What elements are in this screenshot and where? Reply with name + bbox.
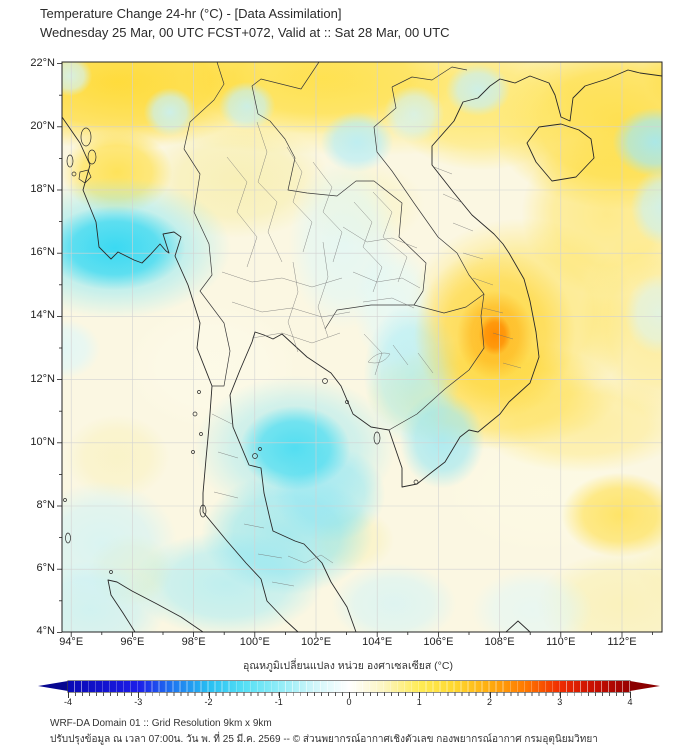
colorbar-tick-label: -1 xyxy=(274,697,283,707)
lat-label: 6°N xyxy=(36,562,55,575)
map-plot-area xyxy=(57,61,663,637)
colorbar-tick-label: 1 xyxy=(416,697,422,707)
colorbar-major-tick xyxy=(559,692,561,698)
colorbar-major-tick xyxy=(489,692,491,698)
colorbar-right-arrow xyxy=(630,681,660,691)
lat-label: 16°N xyxy=(30,246,55,259)
lat-label: 8°N xyxy=(36,499,55,511)
lon-label: 96°E xyxy=(120,636,145,648)
lon-label: 94°E xyxy=(59,636,84,648)
latitude-axis: 22°N 20°N 18°N 16°N 14°N 12°N 10°N 8°N 6°N 4°N xyxy=(0,57,58,638)
lat-label: 18°N xyxy=(30,183,55,195)
lat-label: 4°N xyxy=(36,625,55,638)
lon-label: 112°E xyxy=(607,636,637,648)
lat-label: 20°N xyxy=(30,119,55,132)
colorbar-tick-label: 4 xyxy=(627,697,633,707)
colorbar-major-tick xyxy=(419,692,421,698)
colorbar-tick-label: -4 xyxy=(63,697,73,707)
colorbar-major-tick xyxy=(68,692,69,698)
lon-label: 108°E xyxy=(484,636,515,648)
lon-label: 98°E xyxy=(181,636,206,648)
lat-label: 14°N xyxy=(30,309,55,322)
colorbar-tick-label: 0 xyxy=(346,697,352,707)
colorbar: -4 -3 -2 -1 0 1 2 3 4 xyxy=(38,679,660,709)
colorbar-major-tick xyxy=(630,692,631,698)
page-title: Temperature Change 24-hr (°C) - [Data As… xyxy=(40,6,342,21)
grid-lines xyxy=(62,62,662,632)
lon-label: 102°E xyxy=(300,636,332,648)
footer-domain-info: WRF-DA Domain 01 :: Grid Resolution 9km … xyxy=(50,718,272,729)
temperature-field xyxy=(62,62,662,632)
province-borders xyxy=(211,121,522,587)
country-borders xyxy=(183,61,485,431)
colorbar-tick-label: -3 xyxy=(134,697,143,707)
lon-label: 104°E xyxy=(362,636,393,648)
colorbar-label: อุณหภูมิเปลี่ยนแปลง หน่วย องศาเซลเซียส (… xyxy=(243,660,453,672)
lat-label: 22°N xyxy=(30,56,55,69)
colorbar-left-arrow xyxy=(38,681,68,691)
longitude-axis: 94°E 96°E 98°E 100°E 102°E 104°E 106°E 108°E 110… xyxy=(59,636,662,652)
lon-label: 100°E xyxy=(239,636,270,648)
colorbar-segments xyxy=(68,681,630,692)
map-frame xyxy=(61,61,663,633)
lat-label: 12°N xyxy=(30,372,55,385)
lat-label: 10°N xyxy=(30,435,55,448)
footer-agency-info: ปรับปรุงข้อมูล ณ เวลา 07:00น. วัน พ. ที่… xyxy=(50,734,598,745)
lon-label: 110°E xyxy=(546,636,576,648)
colorbar-major-tick xyxy=(278,692,280,698)
colorbar-major-tick xyxy=(138,692,140,698)
page-subtitle: Wednesday 25 Mar, 00 UTC FCST+072, Valid… xyxy=(40,25,450,40)
colorbar-tick-label: 3 xyxy=(557,697,563,707)
colorbar-major-tick xyxy=(208,692,210,698)
map-geography-svg xyxy=(57,61,663,637)
colorbar-major-tick xyxy=(349,692,350,698)
colorbar-tick-label: -2 xyxy=(204,697,213,707)
coastline xyxy=(61,69,663,633)
axis-ticks xyxy=(57,63,653,637)
colorbar-tick-label: 2 xyxy=(486,697,493,707)
islands xyxy=(63,127,419,574)
lon-label: 106°E xyxy=(423,636,454,648)
